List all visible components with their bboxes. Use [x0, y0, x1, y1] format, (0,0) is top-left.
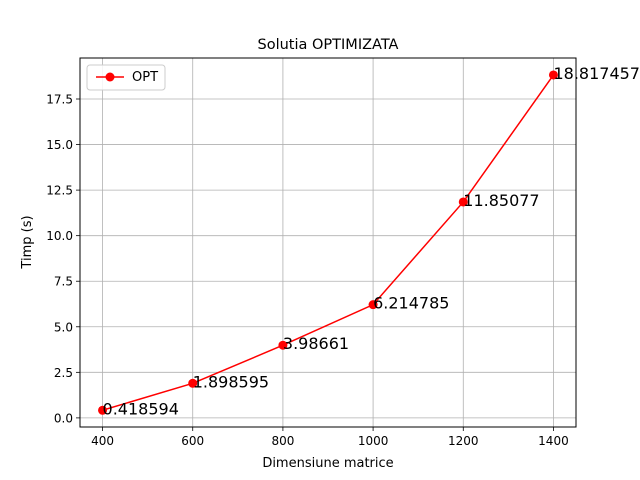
data-point: [368, 300, 378, 310]
data-point: [188, 378, 198, 388]
data-label: 6.214785: [373, 294, 449, 313]
y-tick-label: 0.0: [54, 411, 73, 425]
legend-marker-swatch: [105, 72, 115, 82]
plot-frame: [79, 57, 577, 428]
legend-box: [86, 64, 166, 91]
y-tick-label: 12.5: [46, 184, 73, 198]
x-tick-label: 600: [181, 434, 204, 448]
y-tick-label: 5.0: [54, 320, 73, 334]
x-tick-label: 400: [91, 434, 114, 448]
y-tick-label: 2.5: [54, 366, 73, 380]
data-label: 11.85077: [463, 191, 539, 210]
chart-title: Solutia OPTIMIZATA: [258, 37, 399, 53]
data-point: [458, 197, 468, 207]
data-point: [98, 405, 108, 415]
legend-label-opt: OPT: [132, 70, 158, 85]
x-tick-label: 1000: [358, 434, 389, 448]
data-label: 18.817457: [553, 64, 640, 83]
y-tick-label: 15.0: [46, 138, 73, 152]
series-layer: [98, 70, 558, 415]
x-tick-label: 1200: [448, 434, 479, 448]
legend: OPT: [86, 64, 166, 91]
x-tick-label: 800: [271, 434, 294, 448]
y-tick-label: 17.5: [46, 93, 73, 107]
y-axis-label: Timp (s): [20, 215, 35, 269]
y-axis-ticks: 0.0 2.5 5.0 7.5 10.0 12.5 15.0 17.5: [46, 93, 80, 425]
x-axis-label: Dimensiune matrice: [262, 456, 393, 471]
y-tick-label: 10.0: [46, 229, 73, 243]
data-label: 0.418594: [103, 399, 179, 418]
y-tick-label: 7.5: [54, 275, 73, 289]
x-tick-label: 1400: [538, 434, 569, 448]
plot-area: [80, 58, 576, 427]
x-axis-ticks: 400 600 800 1000 1200 1400: [91, 427, 569, 448]
data-label: 3.98661: [283, 334, 349, 353]
data-point: [278, 340, 288, 350]
grid-lines: [80, 58, 576, 427]
data-point: [548, 70, 558, 80]
data-label: 1.898595: [193, 372, 269, 391]
data-labels: 0.418594 1.898595 3.98661 6.214785 11.85077 1…: [103, 64, 640, 418]
series-line-opt: [102, 74, 555, 411]
